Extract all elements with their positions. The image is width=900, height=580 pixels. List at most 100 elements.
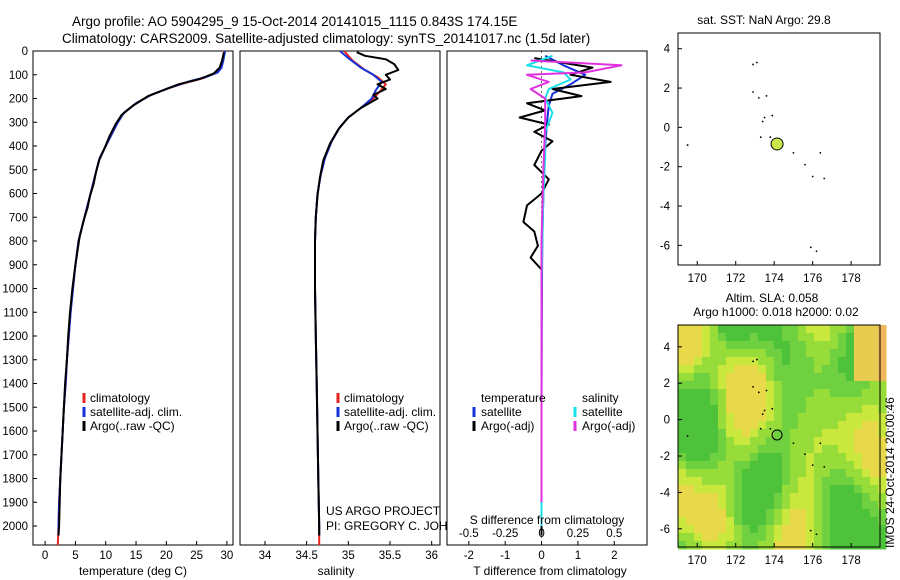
sla-cell: [678, 453, 687, 462]
sla-cell: [702, 437, 711, 446]
sla-cell: [726, 365, 735, 374]
sla-cell: [854, 445, 863, 454]
sla-cell: [718, 461, 727, 470]
sla-cell: [734, 485, 743, 494]
sla-cell: [798, 437, 807, 446]
sla-cell: [806, 453, 815, 462]
sla-cell: [726, 421, 735, 430]
legend-temperature-heading: temperature: [481, 391, 546, 405]
sla-cell: [798, 461, 807, 470]
lon-tick-label: 170: [688, 555, 707, 567]
sla-cell: [846, 413, 855, 422]
sla-cell: [750, 469, 759, 478]
x-tick-label: 35.5: [379, 550, 401, 562]
sla-cell: [878, 485, 887, 494]
sla-cell: [726, 525, 735, 534]
lat-tick-label: 0: [664, 415, 670, 427]
sla-cell: [870, 493, 879, 502]
sla-cell: [742, 541, 751, 550]
sla-cell: [878, 437, 887, 446]
sla-cell: [726, 509, 735, 518]
sla-cell: [734, 333, 743, 342]
sla-cell: [686, 453, 695, 462]
lon-tick-label: 178: [842, 555, 861, 567]
sla-cell: [830, 445, 839, 454]
sla-islands: [686, 358, 826, 536]
sla-cell: [806, 533, 815, 542]
sla-cell: [870, 461, 879, 470]
sla-cell: [678, 493, 687, 502]
sla-cell: [678, 365, 687, 374]
sla-cell: [790, 525, 799, 534]
sla-cell: [710, 389, 719, 398]
sla-cell: [814, 413, 823, 422]
lat-tick-label: -4: [660, 487, 671, 499]
sla-cell: [822, 421, 831, 430]
sla-cell: [798, 397, 807, 406]
sla-cell: [694, 501, 703, 510]
pressure-tick-label: 300: [9, 117, 28, 129]
sla-cell: [830, 349, 839, 358]
sla-cell: [734, 381, 743, 390]
island-mark: [752, 91, 754, 93]
sla-cell: [718, 469, 727, 478]
sla-cell: [854, 477, 863, 486]
sla-cell: [766, 349, 775, 358]
island-mark: [765, 95, 768, 97]
sla-cell: [798, 405, 807, 414]
sla-cell: [766, 389, 775, 398]
sla-cell: [782, 373, 791, 382]
sla-cell: [694, 373, 703, 382]
sla-cell: [774, 429, 783, 438]
sst-map-title: sat. SST: NaN Argo: 29.8: [697, 13, 831, 27]
sla-cell: [814, 469, 823, 478]
sla-cell: [814, 493, 823, 502]
sla-cell: [686, 413, 695, 422]
sla-cell: [790, 445, 799, 454]
sla-cell: [854, 421, 863, 430]
sla-cell: [870, 469, 879, 478]
sla-cell: [710, 365, 719, 374]
legend-s-satellite: satellite: [582, 405, 623, 419]
sla-cell: [830, 413, 839, 422]
sla-cell: [694, 325, 703, 334]
sla-cell: [854, 357, 863, 366]
sla-cell: [878, 445, 887, 454]
sla-cell: [742, 509, 751, 518]
sla-cell: [702, 541, 711, 550]
sla-cell: [774, 485, 783, 494]
sla-cell: [758, 453, 767, 462]
sla-cell: [854, 501, 863, 510]
sla-cell: [758, 397, 767, 406]
sla-cell: [782, 469, 791, 478]
sla-cell: [758, 421, 767, 430]
sla-cell: [806, 325, 815, 334]
sla-cell: [710, 509, 719, 518]
sla-cell: [854, 397, 863, 406]
sla-cell: [758, 541, 767, 550]
legend-t-argo: Argo(-adj): [481, 419, 534, 433]
sla-cell: [854, 413, 863, 422]
sla-cell: [766, 421, 775, 430]
sla-cell: [814, 437, 823, 446]
island-mark: [757, 391, 760, 394]
sla-cell: [830, 421, 839, 430]
temperature-axis: 0 5 10 15 20 25 30: [42, 541, 233, 562]
sla-cell: [822, 437, 831, 446]
sla-cell: [862, 525, 871, 534]
sla-cell: [678, 517, 687, 526]
x-tick-label: 15: [130, 550, 143, 562]
x-tick-label: 0: [42, 550, 48, 562]
profile-title-line2: Climatology: CARS2009. Satellite-adjuste…: [62, 31, 590, 46]
sla-cell: [678, 333, 687, 342]
sla-cell: [750, 365, 759, 374]
sla-cell: [822, 397, 831, 406]
sla-cell: [790, 357, 799, 366]
temperature-series: [56, 50, 227, 546]
sla-cell: [782, 437, 791, 446]
sla-cell: [694, 365, 703, 374]
sla-cell: [838, 413, 847, 422]
sla-cell: [790, 501, 799, 510]
sla-cell: [758, 445, 767, 454]
sla-cell: [822, 325, 831, 334]
